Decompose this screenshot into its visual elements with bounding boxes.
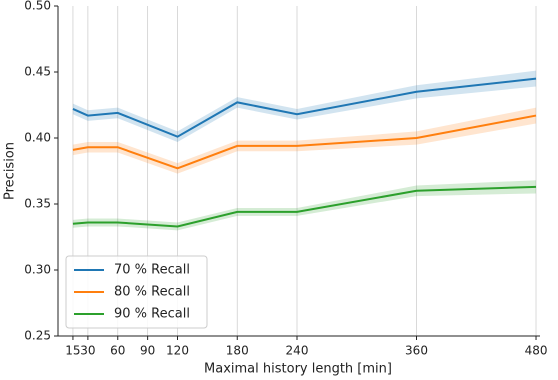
legend-label: 80 % Recall [114,285,190,300]
y-tick-label: 0.30 [24,263,51,277]
y-axis-title: Precision [3,142,18,200]
x-tick-label: 30 [80,344,95,358]
legend: 70 % Recall 80 % Recall 90 % Recall [65,255,208,329]
y-tick-label: 0.50 [24,0,51,13]
legend-box [65,255,208,329]
x-tick-label: 15 [65,344,80,358]
series-line [72,77,537,138]
series-line [72,114,537,170]
x-tick-label: 120 [166,344,189,358]
x-tick-label: 360 [405,344,428,358]
x-tick-label: 480 [525,344,548,358]
error-band [72,70,537,142]
y-tick-label: 0.25 [24,329,51,343]
y-tick-label: 0.35 [24,197,51,211]
y-tick-label: 0.40 [24,131,51,145]
x-axis-title: Maximal history length [min] [204,362,392,377]
legend-label: 90 % Recall [114,307,190,322]
x-tick-label: 90 [140,344,155,358]
y-tick-label: 0.45 [24,65,51,79]
x-tick-label: 240 [286,344,309,358]
series-line [72,185,537,228]
error-band [72,107,537,174]
error-band [72,180,537,231]
legend-label: 70 % Recall [114,263,190,278]
x-tick-label: 60 [110,344,125,358]
x-tick-label: 180 [226,344,249,358]
